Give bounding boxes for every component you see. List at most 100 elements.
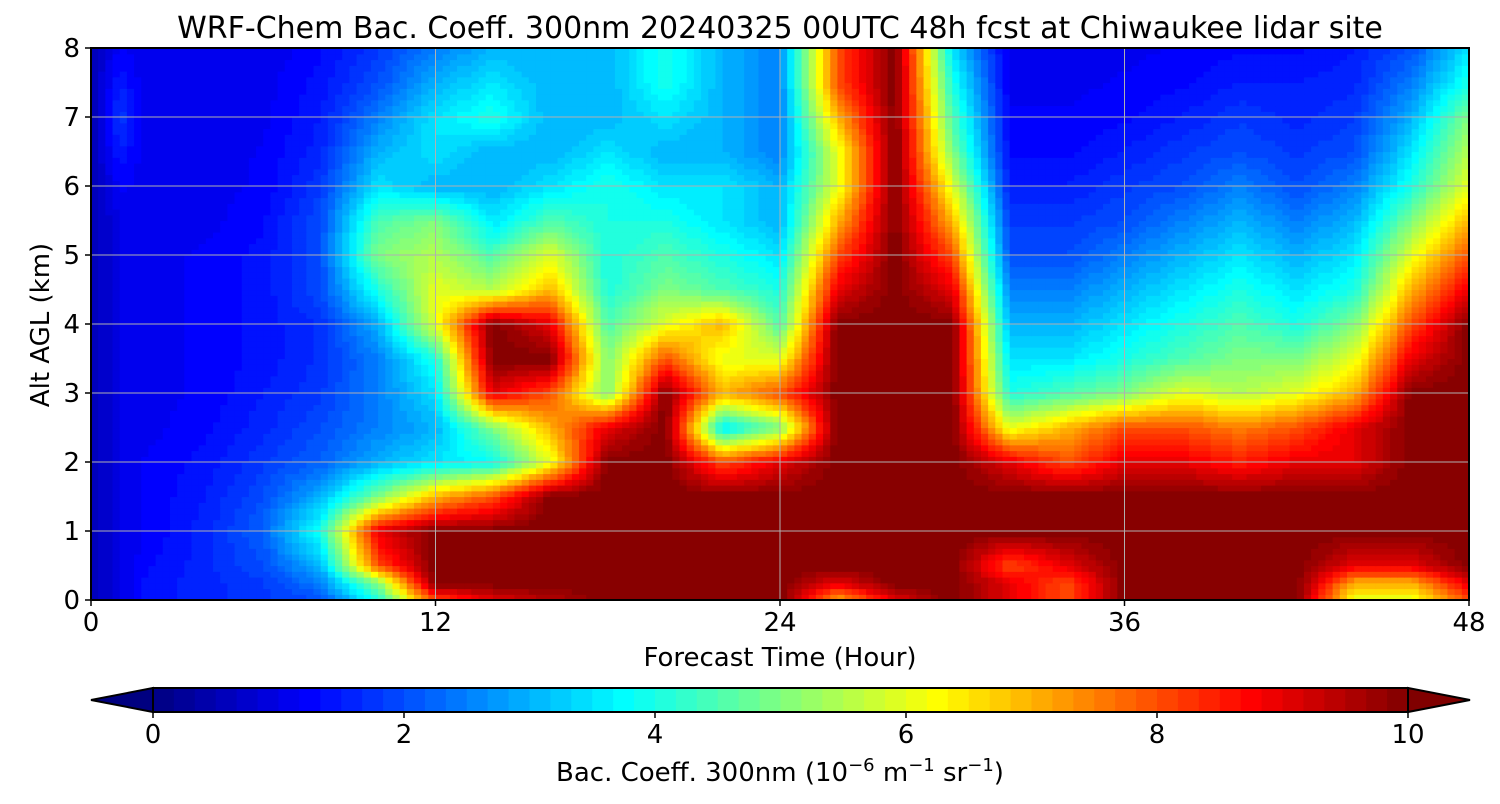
heat-cell [227, 577, 236, 584]
heat-cell [1088, 519, 1097, 526]
heat-cell [873, 450, 882, 457]
heat-cell [1181, 456, 1190, 463]
heat-cell [1253, 456, 1262, 463]
heat-cell [600, 513, 609, 521]
heat-cell [887, 571, 896, 578]
heat-cell [772, 508, 781, 515]
heat-cell [1318, 548, 1327, 555]
heat-cell [543, 513, 551, 521]
heat-cell [1260, 513, 1269, 521]
heat-cell [406, 462, 415, 469]
heat-cell [787, 582, 795, 590]
heat-cell [428, 456, 437, 463]
heat-cell [535, 571, 544, 578]
heat-cell [751, 485, 760, 492]
heat-cell [241, 490, 250, 498]
heat-cell [457, 554, 465, 561]
heat-cell [485, 513, 494, 521]
heat-cell [686, 490, 695, 498]
heat-cell [356, 565, 365, 572]
heat-cell [952, 513, 961, 521]
heat-cell [112, 571, 121, 578]
heat-cell [1368, 536, 1377, 544]
heat-cell [306, 513, 315, 521]
heat-cell [141, 536, 150, 544]
heat-cell [464, 548, 472, 555]
heat-cell [1160, 536, 1169, 544]
heat-cell [291, 485, 300, 492]
heat-cell [657, 594, 666, 601]
heat-cell [1217, 456, 1226, 463]
heat-cell [105, 554, 114, 561]
heat-cell [701, 490, 709, 498]
heat-cell [657, 582, 666, 590]
heat-cell [593, 519, 602, 526]
heat-cell [126, 462, 135, 469]
heat-cell [1325, 450, 1334, 457]
heat-cell [1153, 582, 1161, 590]
heat-cell [1110, 554, 1118, 561]
heat-cell [1332, 536, 1341, 544]
heat-cell [593, 496, 602, 503]
heat-cell [636, 565, 645, 572]
heat-cell [457, 582, 465, 590]
heat-cell [629, 490, 638, 498]
heat-cell [119, 519, 128, 526]
heat-cell [579, 525, 587, 532]
heat-cell [471, 456, 480, 463]
heat-cell [794, 582, 803, 590]
heat-cell [234, 548, 243, 555]
heat-cell [500, 496, 508, 503]
heat-cell [442, 479, 451, 486]
heat-cell [701, 473, 709, 480]
heat-cell [1325, 582, 1334, 590]
heat-cell [256, 502, 264, 509]
heat-cell [1318, 531, 1327, 538]
heat-cell [715, 456, 724, 463]
heat-cell [923, 571, 932, 578]
heat-cell [134, 548, 142, 555]
heat-cell [485, 548, 494, 555]
heat-cell [1081, 490, 1090, 498]
heat-cell [1031, 485, 1039, 492]
heat-cell [478, 542, 487, 549]
heat-cell [492, 496, 501, 503]
heat-cell [169, 554, 178, 561]
heat-cell [1246, 577, 1255, 584]
heat-cell [241, 582, 250, 590]
heat-cell [1196, 565, 1205, 572]
heat-cell [736, 525, 745, 532]
heat-cell [248, 554, 257, 561]
heat-cell [909, 531, 917, 538]
heat-cell [614, 490, 623, 498]
heat-cell [1268, 508, 1276, 515]
heat-cell [1124, 485, 1133, 492]
heat-cell [1059, 548, 1068, 555]
heat-cell [1368, 594, 1377, 601]
heat-cell [1217, 548, 1226, 555]
heat-cell [657, 588, 666, 595]
heat-cell [600, 490, 609, 498]
heat-cell [701, 536, 709, 544]
heat-cell [1102, 456, 1111, 463]
heat-cell [1224, 473, 1233, 480]
heat-cell [1074, 450, 1083, 457]
heat-cell [1016, 571, 1025, 578]
heat-cell [1253, 588, 1262, 595]
heat-cell [241, 565, 250, 572]
heat-cell [363, 565, 372, 572]
heat-cell [277, 513, 286, 521]
heat-cell [119, 479, 128, 486]
heat-cell [406, 496, 415, 503]
heat-cell [801, 588, 810, 595]
heat-cell [1404, 577, 1413, 584]
heat-cell [758, 559, 767, 567]
heat-cell [177, 571, 185, 578]
heat-cell [650, 582, 659, 590]
heat-cell [471, 571, 480, 578]
heat-cell [1138, 513, 1147, 521]
heat-cell [277, 536, 286, 544]
heat-cell [945, 513, 953, 521]
heat-cell [141, 519, 150, 526]
heat-cell [1361, 565, 1370, 572]
